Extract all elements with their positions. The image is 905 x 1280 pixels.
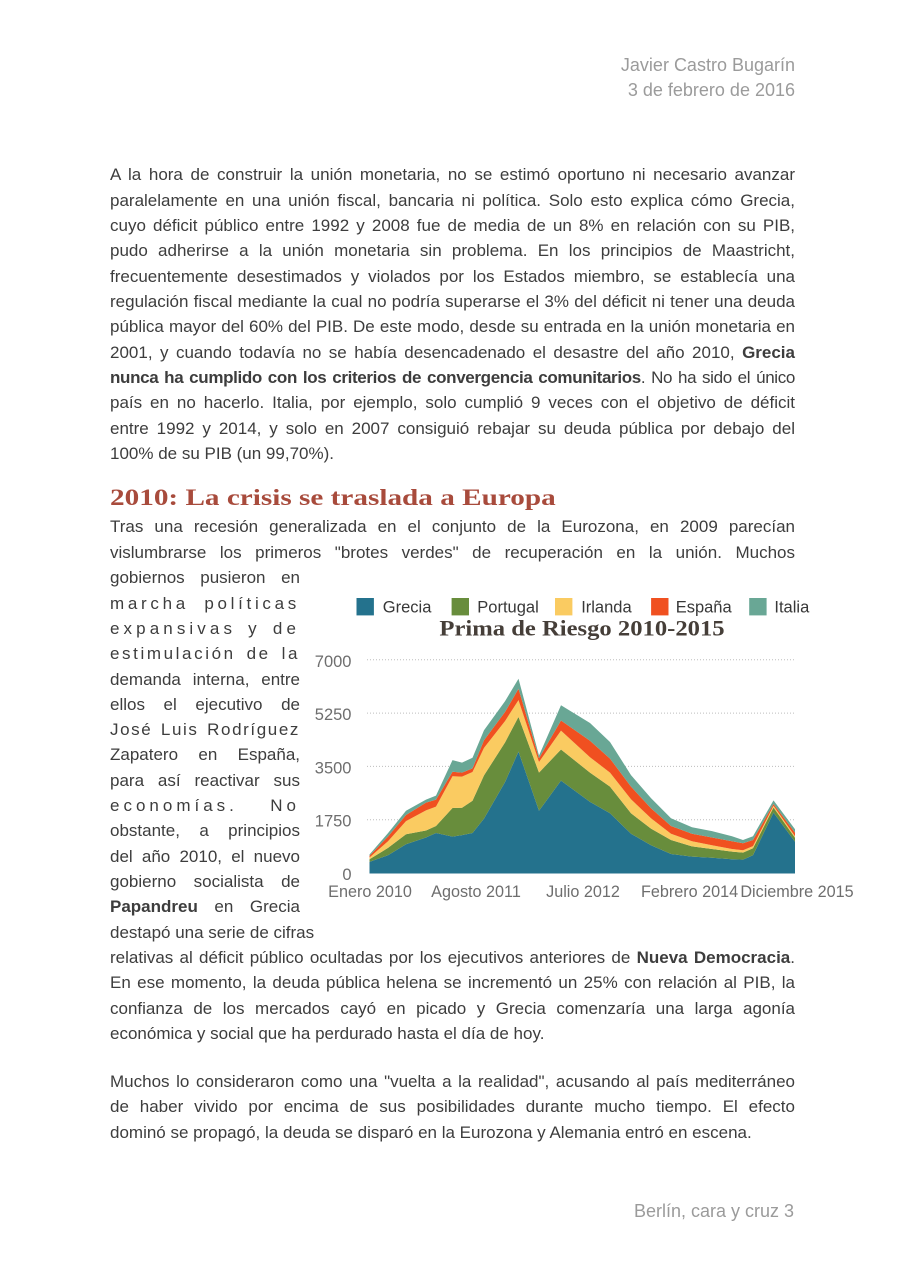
svg-text:Portugal: Portugal (477, 599, 538, 617)
svg-text:7000: 7000 (315, 653, 352, 671)
svg-text:Irlanda: Irlanda (581, 599, 632, 617)
svg-text:5250: 5250 (315, 706, 352, 724)
svg-text:3500: 3500 (315, 759, 352, 777)
svg-text:Prima de Riesgo 2010-2015: Prima de Riesgo 2010-2015 (439, 617, 724, 641)
svg-text:1750: 1750 (315, 813, 352, 831)
svg-text:0: 0 (342, 866, 351, 884)
svg-text:Enero 2010: Enero 2010 (328, 883, 412, 901)
svg-text:Grecia: Grecia (383, 599, 432, 617)
svg-text:Julio 2012: Julio 2012 (546, 883, 620, 901)
svg-text:Agosto 2011: Agosto 2011 (431, 883, 521, 901)
svg-text:Italia: Italia (774, 599, 810, 617)
svg-text:Diciembre 2015: Diciembre 2015 (740, 883, 853, 901)
svg-text:Febrero 2014: Febrero 2014 (641, 883, 738, 901)
svg-text:España: España (676, 599, 733, 617)
